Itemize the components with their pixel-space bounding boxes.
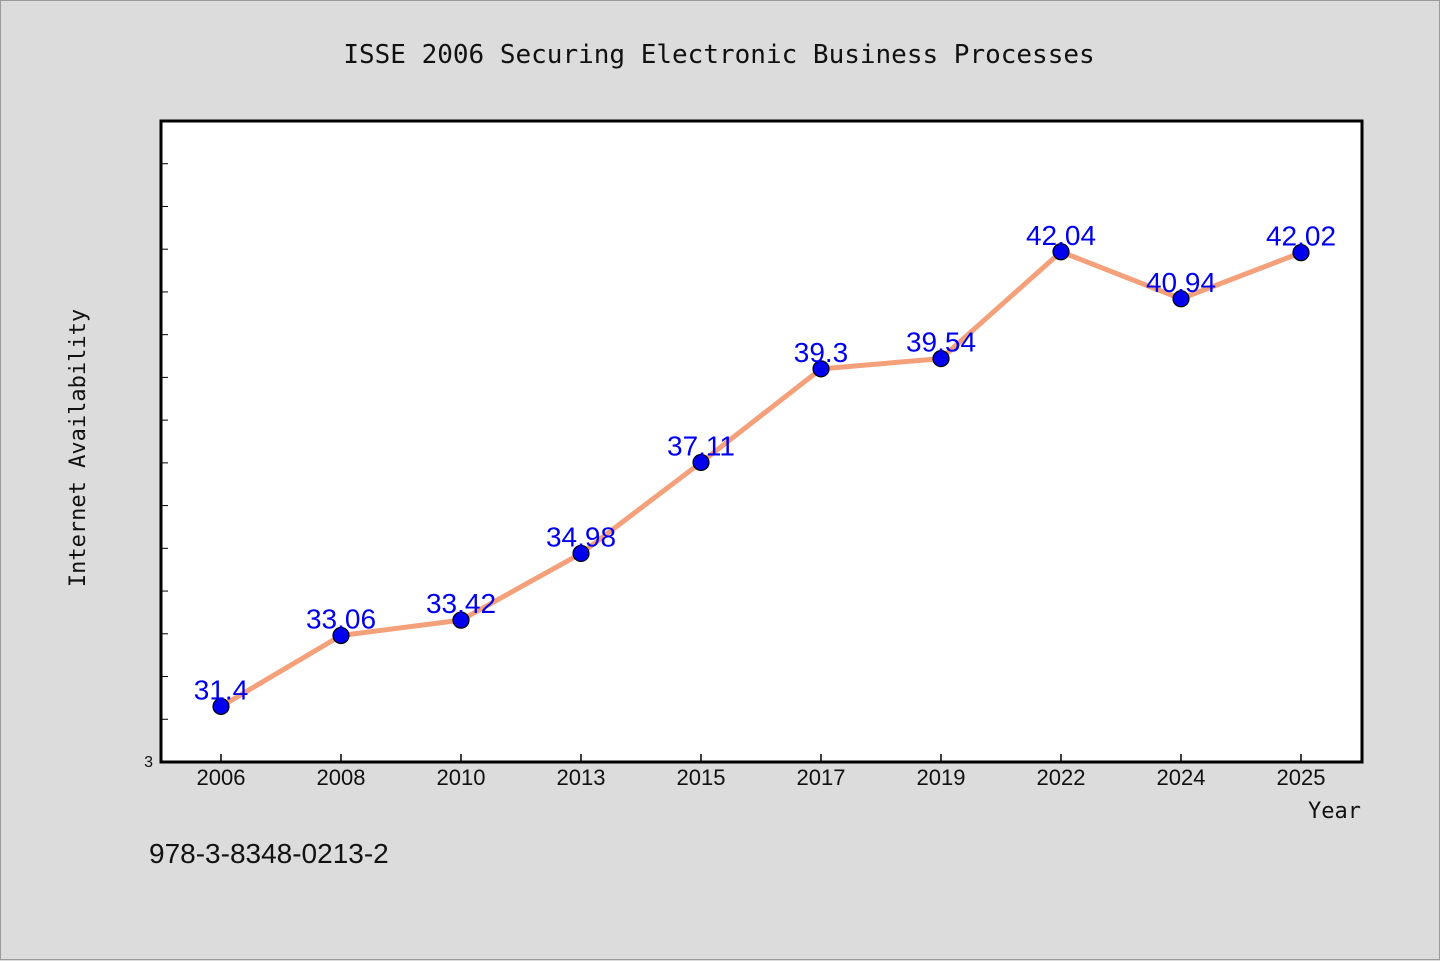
data-point bbox=[452, 611, 470, 629]
data-point bbox=[572, 544, 590, 563]
data-point bbox=[332, 626, 350, 645]
data-point bbox=[212, 697, 230, 716]
data-label: 33.42 bbox=[426, 588, 496, 619]
series-layer: 31.4 33.06 33.42 34.98 37.11 39.3 39.54 42.04 40… bbox=[194, 220, 1336, 716]
data-point bbox=[1292, 244, 1310, 262]
x-tick-label: 2008 bbox=[317, 765, 366, 790]
x-axis-label: Year bbox=[1308, 799, 1361, 824]
x-tick-label: 2019 bbox=[917, 765, 966, 790]
y-ticks bbox=[161, 163, 168, 720]
data-label: 42.04 bbox=[1026, 220, 1096, 251]
x-tick-label: 2013 bbox=[557, 765, 606, 790]
data-label: 34.98 bbox=[546, 521, 616, 552]
x-tick-label: 2006 bbox=[197, 765, 246, 790]
x-tick-label: 2022 bbox=[1037, 765, 1086, 790]
x-tick-label: 2015 bbox=[677, 765, 726, 790]
data-point bbox=[932, 349, 950, 368]
data-label: 37.11 bbox=[667, 430, 735, 461]
y-tick-label: 3 bbox=[144, 754, 153, 771]
data-label: 42.02 bbox=[1266, 221, 1336, 252]
x-tick-label: 2017 bbox=[797, 765, 846, 790]
data-label: 39.54 bbox=[906, 327, 976, 358]
y-axis-label: Internet Availability bbox=[66, 309, 91, 587]
data-label: 31.4 bbox=[194, 674, 249, 705]
data-point bbox=[1052, 243, 1070, 261]
isbn-text: 978-3-8348-0213-2 bbox=[149, 838, 389, 869]
x-tick-label: 2024 bbox=[1157, 765, 1206, 790]
plot-area bbox=[159, 119, 1364, 764]
data-label: 40.94 bbox=[1146, 267, 1216, 298]
data-point bbox=[812, 360, 830, 378]
chart-title: ISSE 2006 Securing Electronic Business P… bbox=[343, 40, 1094, 70]
x-ticks: 2006 2008 2010 2013 2015 2017 2019 2022 2024 2025 bbox=[197, 754, 1326, 790]
x-tick-label: 2010 bbox=[437, 765, 486, 790]
x-tick-label: 2025 bbox=[1277, 765, 1326, 790]
data-label: 39.3 bbox=[794, 337, 849, 368]
data-point bbox=[692, 453, 710, 472]
data-point bbox=[1172, 290, 1190, 308]
series-line bbox=[219, 249, 1302, 709]
data-label: 33.06 bbox=[306, 604, 376, 635]
